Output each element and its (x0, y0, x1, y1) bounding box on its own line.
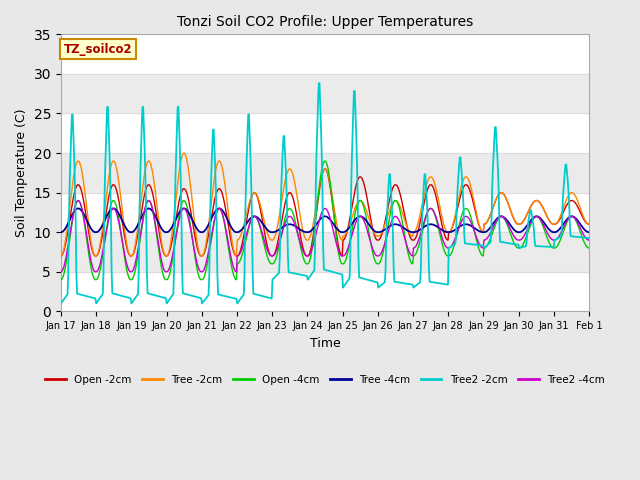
Bar (61, 74, 589, 113)
Bar (61, 232, 589, 272)
Text: TZ_soilco2: TZ_soilco2 (63, 43, 132, 56)
Bar (61, 153, 589, 192)
Title: Tonzi Soil CO2 Profile: Upper Temperatures: Tonzi Soil CO2 Profile: Upper Temperatur… (177, 15, 473, 29)
Legend: Open -2cm, Tree -2cm, Open -4cm, Tree -4cm, Tree2 -2cm, Tree2 -4cm: Open -2cm, Tree -2cm, Open -4cm, Tree -4… (41, 371, 609, 389)
Y-axis label: Soil Temperature (C): Soil Temperature (C) (15, 108, 28, 237)
X-axis label: Time: Time (310, 336, 340, 349)
